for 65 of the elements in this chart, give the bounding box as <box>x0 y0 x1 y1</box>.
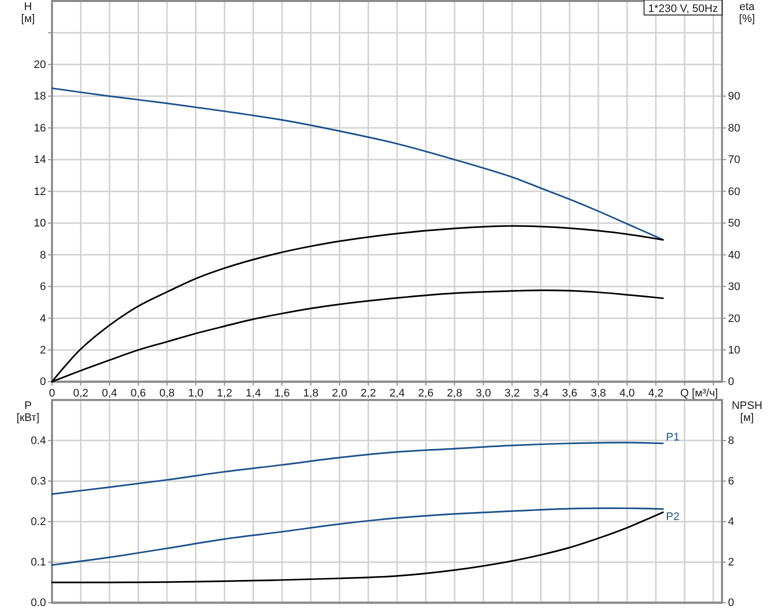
y-tick-label: 6 <box>40 281 46 294</box>
x-axis-title: Q [м³/ч] <box>680 388 718 400</box>
x-tick-label: 3,8 <box>590 388 606 400</box>
x-tick-label: 4,0 <box>619 388 635 400</box>
y-tick-label: 8 <box>40 249 46 262</box>
x-tick-label: 3,6 <box>562 388 578 400</box>
series-label: P1 <box>666 431 680 444</box>
y2-tick-label: 8 <box>728 435 734 448</box>
y2-axis-title: eta [%] <box>739 1 756 25</box>
y-tick-label: 2 <box>40 344 46 356</box>
x-tick-label: 1,4 <box>246 388 261 400</box>
y2-tick-label: 80 <box>728 122 740 134</box>
x-tick-label: 1,0 <box>188 388 204 400</box>
y2-tick-label: 90 <box>728 90 740 103</box>
series-label: P2 <box>666 511 680 524</box>
y2-tick-label: 50 <box>728 218 740 230</box>
y-tick-label: 12 <box>34 186 46 198</box>
x-tick-label: 0,4 <box>102 388 118 400</box>
y2-tick-label: 40 <box>728 249 740 262</box>
annotation: 1*230 V, 50Hz <box>648 3 718 15</box>
y-tick-label: 20 <box>34 58 46 71</box>
x-tick-label: 0,8 <box>159 388 175 400</box>
y2-tick-label: 6 <box>728 476 734 488</box>
y-tick-label: 0.0 <box>30 597 46 610</box>
x-tick-label: 3,4 <box>533 388 548 400</box>
y2-tick-label: 0 <box>728 376 734 388</box>
y-tick-label: 18 <box>34 90 46 103</box>
y-axis-title: H [м] <box>21 1 35 25</box>
y-tick-label: 4 <box>40 312 46 325</box>
x-tick-label: 2,6 <box>418 388 434 400</box>
y2-tick-label: 2 <box>728 556 734 569</box>
y-tick-label: 10 <box>34 218 46 230</box>
y2-axis-title: NPSH [м] <box>732 400 762 424</box>
y2-tick-label: 4 <box>728 516 734 528</box>
y2-tick-label: 10 <box>728 344 740 356</box>
x-tick-label: 1,6 <box>274 388 290 400</box>
x-tick-label: 2,4 <box>389 388 405 400</box>
y2-tick-label: 30 <box>728 281 740 294</box>
y-axis-title: P [кВт] <box>16 400 40 424</box>
y-tick-label: 0.4 <box>30 435 46 448</box>
x-tick-label: 3,0 <box>476 388 491 400</box>
line-series <box>51 511 664 584</box>
x-tick-label: 3,2 <box>504 388 520 400</box>
y-tick-label: 16 <box>34 122 46 134</box>
y2-tick-label: 20 <box>728 312 740 325</box>
x-tick-label: 0,2 <box>73 388 88 400</box>
x-tick-label: 4,2 <box>648 388 664 400</box>
x-tick-label: 1,2 <box>216 388 232 400</box>
x-tick-label: 2,2 <box>360 388 376 400</box>
x-tick-label: 0 <box>48 388 56 400</box>
y-tick-label: 0 <box>40 376 46 388</box>
line-series <box>51 507 664 566</box>
y2-tick-label: 0 <box>728 597 734 610</box>
x-tick-label: 0,6 <box>130 388 146 400</box>
x-tick-label: 2,0 <box>332 388 348 400</box>
line-series <box>51 442 664 495</box>
y2-tick-label: 60 <box>728 186 740 198</box>
x-tick-label: 2,8 <box>446 388 462 400</box>
y-tick-label: 0.2 <box>30 516 46 528</box>
x-tick-label: 1,8 <box>303 388 318 400</box>
y-tick-label: 0.3 <box>30 476 46 488</box>
line-series <box>51 87 664 241</box>
y2-tick-label: 70 <box>728 154 740 166</box>
y-tick-label: 0.1 <box>30 556 46 569</box>
y-tick-label: 14 <box>34 154 46 166</box>
